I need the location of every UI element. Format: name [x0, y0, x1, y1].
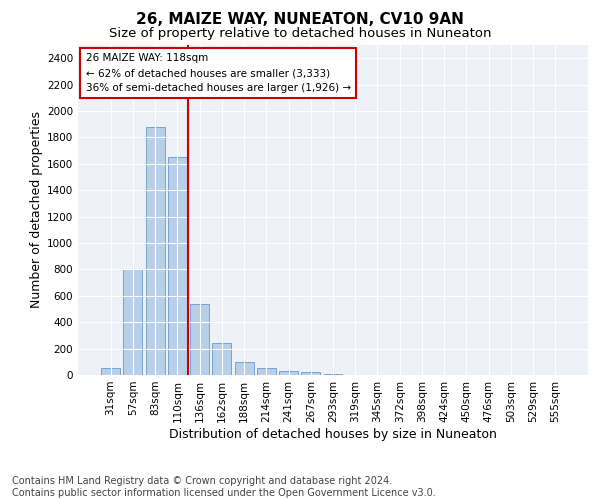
Text: Size of property relative to detached houses in Nuneaton: Size of property relative to detached ho…: [109, 28, 491, 40]
X-axis label: Distribution of detached houses by size in Nuneaton: Distribution of detached houses by size …: [169, 428, 497, 440]
Bar: [212, 344, 231, 375]
Text: 26, MAIZE WAY, NUNEATON, CV10 9AN: 26, MAIZE WAY, NUNEATON, CV10 9AN: [136, 12, 464, 28]
Bar: [124, 270, 142, 375]
Bar: [301, 372, 320, 375]
Bar: [168, 157, 187, 375]
Text: Contains HM Land Registry data © Crown copyright and database right 2024.
Contai: Contains HM Land Registry data © Crown c…: [12, 476, 436, 498]
Y-axis label: Number of detached properties: Number of detached properties: [30, 112, 43, 308]
Bar: [190, 304, 209, 375]
Bar: [279, 371, 298, 375]
Bar: [146, 127, 164, 375]
Bar: [323, 374, 343, 375]
Text: 26 MAIZE WAY: 118sqm
← 62% of detached houses are smaller (3,333)
36% of semi-de: 26 MAIZE WAY: 118sqm ← 62% of detached h…: [86, 53, 351, 93]
Bar: [235, 362, 254, 375]
Bar: [257, 368, 276, 375]
Bar: [101, 368, 120, 375]
